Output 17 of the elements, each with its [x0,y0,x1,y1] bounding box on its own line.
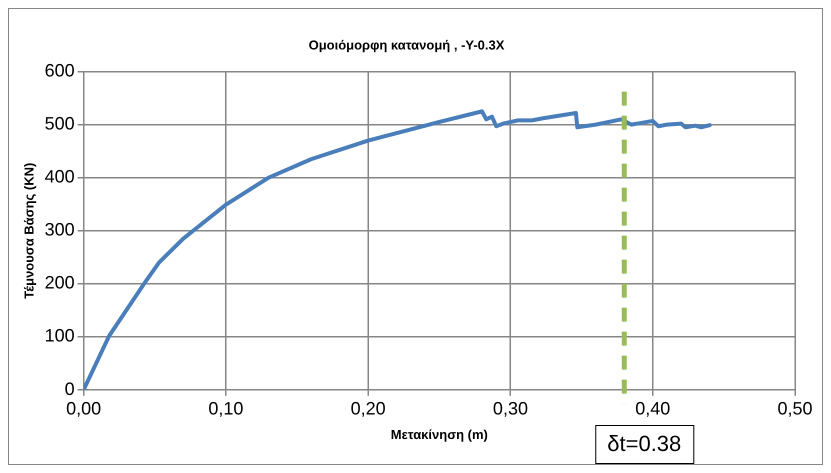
y-tick-label: 600 [44,60,75,81]
x-tick-label: 0,50 [777,398,813,419]
chart-title: Ομοιόμορφη κατανομή , -Y-0.3X [308,37,505,52]
x-tick-label: 0,30 [492,398,528,419]
x-tick-label: 0,20 [350,398,386,419]
y-tick-label: 0 [64,378,75,399]
x-axis-title: Μετακίνηση (m) [390,426,488,442]
y-tick-label: 400 [44,166,75,187]
x-tick-label: 0,10 [208,398,244,419]
x-tick-label: 0,00 [66,398,102,419]
y-tick-label: 200 [44,272,75,293]
y-tick-label: 500 [44,114,75,134]
y-tick-label: 100 [44,326,75,346]
y-axis-title: Τέμνουσα Βάσης (KN) [21,162,36,299]
y-tick-label: 300 [44,220,75,240]
x-tick-label: 0,40 [635,398,670,419]
ref-line-label: δt=0.38 [607,431,682,456]
